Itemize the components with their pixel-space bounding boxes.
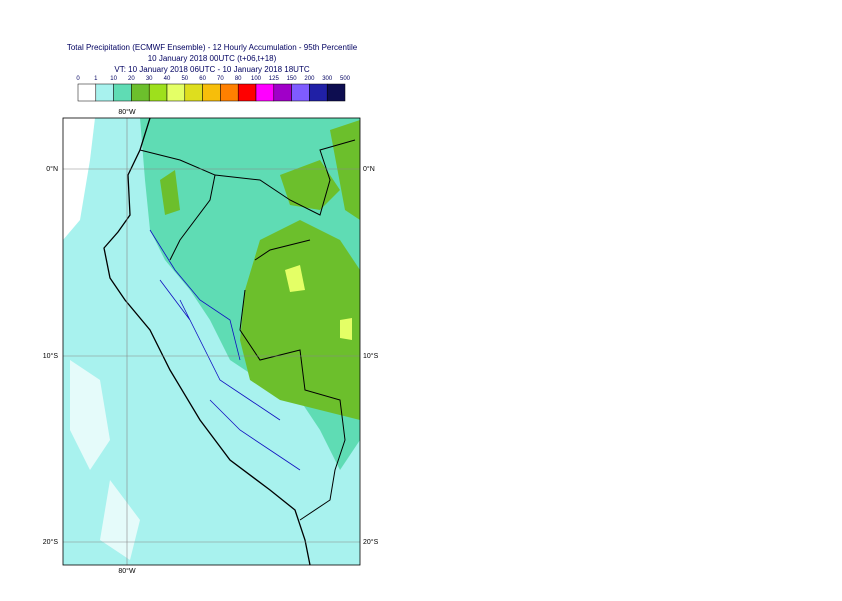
legend-swatch	[326, 83, 346, 102]
legend: 0 1 10 20 30 40 50 60 70 80 100 125 150 200 300 500	[76, 76, 351, 102]
lat-label: 20°S	[43, 538, 59, 546]
precip-area	[285, 265, 352, 340]
legend-swatch	[95, 83, 114, 102]
legend-swatch	[77, 83, 97, 102]
lat-label: 0°N	[363, 165, 375, 173]
legend-label: 10	[110, 76, 117, 82]
legend-label: 30	[146, 76, 153, 82]
legend-label: 1	[94, 76, 98, 82]
title-line: VT: 10 January 2018 06UTC - 10 January 2…	[114, 65, 309, 74]
legend-swatch	[291, 83, 310, 102]
legend-label: 40	[164, 76, 171, 82]
legend-label: 60	[199, 76, 206, 82]
legend-swatch	[237, 83, 257, 102]
lat-label: 10°S	[363, 352, 379, 360]
title-line: 10 January 2018 00UTC (t+06,t+18)	[148, 54, 277, 63]
legend-label: 150	[287, 76, 298, 82]
legend-label: 200	[304, 76, 315, 82]
title-line: Total Precipitation (ECMWF Ensemble) - 1…	[67, 43, 358, 52]
precip-area	[160, 120, 360, 220]
map-frame	[62, 117, 361, 566]
border	[139, 139, 356, 521]
legend-label: 70	[217, 76, 224, 82]
legend-label: 500	[340, 76, 351, 82]
lon-label: 80°W	[118, 108, 136, 116]
legend-swatch	[273, 83, 292, 102]
legend-swatch	[255, 83, 275, 102]
legend-swatch	[113, 83, 132, 102]
dry-area	[70, 360, 140, 560]
lat-label: 0°N	[46, 165, 58, 173]
legend-label: 0	[76, 76, 80, 82]
region-border	[149, 229, 301, 471]
legend-swatch	[202, 83, 221, 102]
legend-label: 50	[181, 76, 188, 82]
lat-label: 10°S	[43, 352, 59, 360]
legend-label: 20	[128, 76, 135, 82]
legend-label: 300	[322, 76, 333, 82]
legend-label: 100	[251, 76, 262, 82]
lat-label: 20°S	[363, 538, 379, 546]
precip-area	[240, 220, 360, 420]
legend-swatch	[220, 83, 239, 102]
legend-swatch	[184, 83, 203, 102]
legend-swatch	[309, 83, 328, 102]
lon-label: 80°W	[118, 567, 136, 575]
legend-swatch	[131, 83, 150, 102]
dry-area	[63, 118, 95, 240]
coastline	[103, 118, 311, 565]
legend-swatch	[148, 83, 168, 102]
legend-label: 125	[269, 76, 280, 82]
legend-label: 80	[235, 76, 242, 82]
legend-swatch	[166, 83, 186, 102]
map-area	[63, 118, 360, 565]
